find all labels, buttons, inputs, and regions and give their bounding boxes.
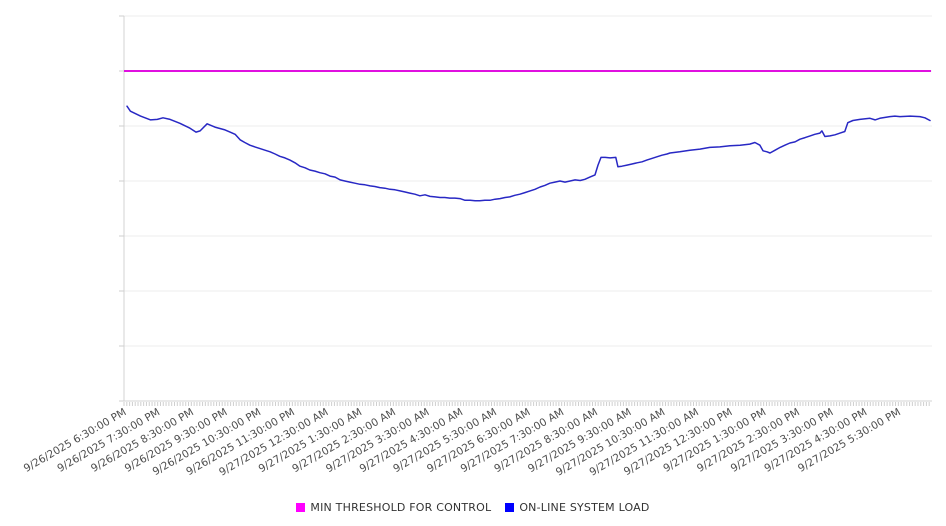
system-load-line xyxy=(126,105,931,202)
x-axis-minor-ticks xyxy=(123,402,930,406)
legend-item-online-system-load[interactable]: ON-LINE SYSTEM LOAD xyxy=(505,501,649,514)
plot-area: 9/26/2025 6:30:00 PM9/26/2025 7:30:00 PM… xyxy=(22,15,932,479)
legend-swatch-online-system-load-icon xyxy=(505,502,515,512)
legend: MIN THRESHOLD FOR CONTROL ON-LINE SYSTEM… xyxy=(0,496,946,518)
legend-item-min-threshold[interactable]: MIN THRESHOLD FOR CONTROL xyxy=(296,501,491,514)
legend-label-online-system-load: ON-LINE SYSTEM LOAD xyxy=(519,500,650,514)
legend-swatch-min-threshold-icon xyxy=(296,502,306,512)
legend-label-min-threshold: MIN THRESHOLD FOR CONTROL xyxy=(310,500,492,514)
